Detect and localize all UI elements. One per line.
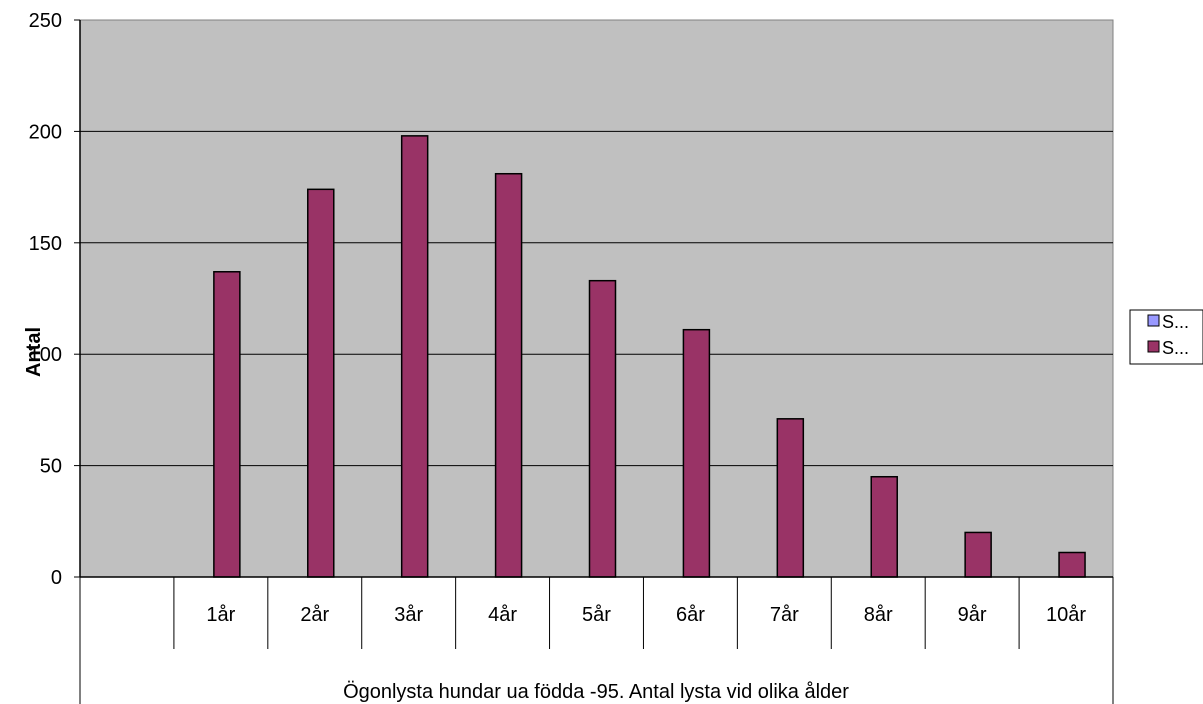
y-tick-labels: 0 50 100 150 200 250 — [29, 10, 80, 589]
y-tick-label-150: 150 — [29, 233, 62, 255]
bar-1år — [213, 271, 241, 578]
x-tick-label-8år: 8år — [864, 604, 893, 626]
x-tick-label-2år: 2år — [300, 604, 329, 626]
category-table: 1år 2år 3år 4år 5år 6år 7år 8år 9år 10år — [79, 577, 1114, 704]
legend-box — [1129, 309, 1203, 365]
x-tick-label-6år: 6år — [676, 604, 705, 626]
legend-label-series-1: S... — [1162, 312, 1189, 332]
y-tick-label-50: 50 — [40, 456, 62, 478]
bar-10år — [1058, 551, 1086, 578]
bar-3år — [400, 135, 429, 578]
bar-8år — [870, 475, 898, 578]
bar-5år — [588, 279, 617, 578]
bar-9år — [964, 531, 992, 578]
x-tick-label-7år: 7år — [770, 604, 799, 626]
bar-4år — [494, 172, 523, 578]
x-tick-label-5år: 5år — [582, 604, 611, 626]
y-tick-label-200: 200 — [29, 121, 62, 143]
x-axis-label: Ögonlysta hundar ua födda -95. Antal lys… — [343, 681, 849, 703]
x-tick-label-4år: 4år — [488, 604, 517, 626]
bar-7år — [776, 418, 805, 578]
bar-2år — [307, 188, 335, 578]
y-tick-label-0: 0 — [51, 567, 62, 589]
bar-6år — [682, 328, 711, 578]
y-axis-label: Antal — [23, 327, 45, 377]
x-tick-label-3år: 3år — [394, 604, 423, 626]
axes — [79, 20, 1113, 578]
legend-swatch-series-2 — [1147, 340, 1160, 353]
y-tick-label-100: 100 — [29, 344, 62, 366]
x-tick-label-1år: 1år — [206, 604, 235, 626]
x-tick-label-9år: 9år — [958, 604, 987, 626]
legend-label-series-2: S... — [1162, 338, 1189, 358]
legend-swatch-series-1 — [1147, 314, 1160, 327]
y-tick-label-250: 250 — [29, 10, 62, 32]
legend: S... S... — [1129, 309, 1203, 365]
x-tick-label-10år: 10år — [1046, 604, 1086, 626]
